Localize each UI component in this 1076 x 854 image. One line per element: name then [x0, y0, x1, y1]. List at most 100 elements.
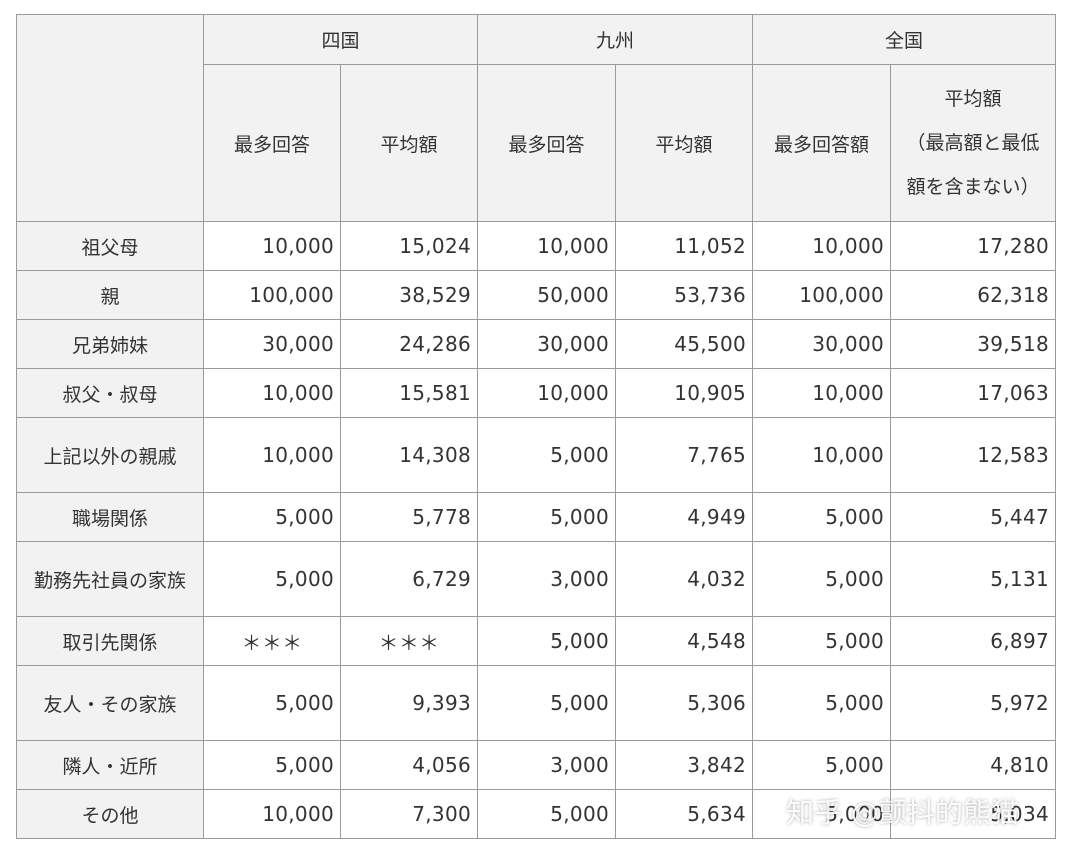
- value-cell: 6,729: [340, 541, 478, 617]
- value-cell: 10,000: [203, 417, 341, 493]
- value-cell: 30,000: [752, 319, 891, 369]
- value-cell: 53,736: [615, 270, 753, 320]
- value-cell: 5,447: [890, 492, 1056, 542]
- value-cell: 45,500: [615, 319, 753, 369]
- value-cell: 5,000: [477, 789, 616, 839]
- value-cell: 12,583: [890, 417, 1056, 493]
- value-cell: 3,000: [477, 541, 616, 617]
- table-body: 祖父母 10,000 15,024 10,000 11,052 10,000 17,280 親…: [16, 221, 1056, 839]
- value-cell: 5,000: [477, 616, 616, 666]
- row-label: 祖父母: [16, 221, 204, 271]
- value-cell: 15,024: [340, 221, 478, 271]
- value-cell: 5,000: [203, 665, 341, 741]
- value-cell: 5,000: [477, 492, 616, 542]
- value-cell: 5,000: [203, 740, 341, 790]
- value-cell: 39,518: [890, 319, 1056, 369]
- row-label: 取引先関係: [16, 616, 204, 666]
- value-cell: 100,000: [203, 270, 341, 320]
- subheader-national-mode: 最多回答額: [752, 64, 891, 222]
- value-cell: 4,949: [615, 492, 753, 542]
- value-cell: 24,286: [340, 319, 478, 369]
- row-label: 叔父・叔母: [16, 368, 204, 418]
- value-cell: 4,810: [890, 740, 1056, 790]
- subheader-shikoku-average: 平均額: [340, 64, 478, 222]
- value-cell: 62,318: [890, 270, 1056, 320]
- row-label: 隣人・近所: [16, 740, 204, 790]
- value-cell: 9,393: [340, 665, 478, 741]
- value-cell: 10,000: [752, 417, 891, 493]
- subheader-national-average: 平均額 （最高額と最低 額を含まない）: [890, 64, 1056, 222]
- value-cell: 10,905: [615, 368, 753, 418]
- corner-header-cell: [16, 14, 204, 222]
- value-cell: 4,032: [615, 541, 753, 617]
- value-cell: 5,000: [752, 541, 891, 617]
- value-cell: 5,000: [477, 665, 616, 741]
- table-row: 友人・その家族 5,000 9,393 5,000 5,306 5,000 5,972: [16, 665, 1056, 741]
- row-label: 兄弟姉妹: [16, 319, 204, 369]
- value-cell: 11,052: [615, 221, 753, 271]
- value-cell: 5,131: [890, 541, 1056, 617]
- value-cell: 5,000: [203, 541, 341, 617]
- table-row: 職場関係 5,000 5,778 5,000 4,949 5,000 5,447: [16, 492, 1056, 542]
- region-header-shikoku: 四国: [203, 14, 478, 65]
- row-label: 勤務先社員の家族: [16, 541, 204, 617]
- value-cell: 5,000: [203, 492, 341, 542]
- gift-amount-table: 四国 九州 全国 最多回答 平均額 最多回答 平均額 最多回答額 平均額 （最高…: [16, 14, 1056, 839]
- value-cell: 6,897: [890, 616, 1056, 666]
- row-label: その他: [16, 789, 204, 839]
- value-cell: 100,000: [752, 270, 891, 320]
- region-header-national: 全国: [752, 14, 1056, 65]
- value-cell: 5,634: [615, 789, 753, 839]
- subheader-kyushu-average: 平均額: [615, 64, 753, 222]
- value-cell: 3,000: [477, 740, 616, 790]
- value-cell: 5,000: [752, 740, 891, 790]
- value-cell: 15,581: [340, 368, 478, 418]
- value-cell: 7,765: [615, 417, 753, 493]
- value-cell: 14,308: [340, 417, 478, 493]
- value-cell: 17,063: [890, 368, 1056, 418]
- table-row: 親 100,000 38,529 50,000 53,736 100,000 62,318: [16, 270, 1056, 320]
- value-cell: 10,000: [203, 789, 341, 839]
- value-cell: 5,778: [340, 492, 478, 542]
- value-cell: 10,000: [477, 221, 616, 271]
- value-cell: 5,000: [752, 492, 891, 542]
- avg-header-line-3: 額を含まない）: [906, 176, 1040, 198]
- value-cell: ＊＊＊: [340, 616, 478, 666]
- subheader-shikoku-mode: 最多回答: [203, 64, 341, 222]
- row-label: 友人・その家族: [16, 665, 204, 741]
- row-label: 親: [16, 270, 204, 320]
- value-cell: 7,300: [340, 789, 478, 839]
- value-cell: 5,034: [890, 789, 1056, 839]
- value-cell: 30,000: [203, 319, 341, 369]
- value-cell: 5,972: [890, 665, 1056, 741]
- avg-header-line-2: （最高額と最低: [906, 132, 1040, 154]
- table-row: 取引先関係 ＊＊＊ ＊＊＊ 5,000 4,548 5,000 6,897: [16, 616, 1056, 666]
- value-cell: 5,000: [752, 616, 891, 666]
- value-cell: 10,000: [752, 221, 891, 271]
- value-cell: 17,280: [890, 221, 1056, 271]
- table-row: 上記以外の親戚 10,000 14,308 5,000 7,765 10,000 12,58…: [16, 417, 1056, 493]
- value-cell: 10,000: [477, 368, 616, 418]
- region-header-kyushu: 九州: [477, 14, 753, 65]
- value-cell: 10,000: [203, 221, 341, 271]
- table-row: 叔父・叔母 10,000 15,581 10,000 10,905 10,000 17,06…: [16, 368, 1056, 418]
- value-cell: 38,529: [340, 270, 478, 320]
- value-cell: 30,000: [477, 319, 616, 369]
- value-cell: ＊＊＊: [203, 616, 341, 666]
- row-label: 上記以外の親戚: [16, 417, 204, 493]
- value-cell: 3,842: [615, 740, 753, 790]
- value-cell: 5,000: [752, 789, 891, 839]
- value-cell: 5,000: [752, 665, 891, 741]
- avg-header-line-1: 平均額: [944, 88, 1002, 110]
- row-label: 職場関係: [16, 492, 204, 542]
- table-row: 祖父母 10,000 15,024 10,000 11,052 10,000 17,280: [16, 221, 1056, 271]
- table-row: 隣人・近所 5,000 4,056 3,000 3,842 5,000 4,810: [16, 740, 1056, 790]
- subheader-kyushu-mode: 最多回答: [477, 64, 616, 222]
- value-cell: 10,000: [203, 368, 341, 418]
- table-row: 勤務先社員の家族 5,000 6,729 3,000 4,032 5,000 5,131: [16, 541, 1056, 617]
- value-cell: 4,056: [340, 740, 478, 790]
- value-cell: 10,000: [752, 368, 891, 418]
- table-row: その他 10,000 7,300 5,000 5,634 5,000 5,034: [16, 789, 1056, 839]
- value-cell: 4,548: [615, 616, 753, 666]
- value-cell: 5,306: [615, 665, 753, 741]
